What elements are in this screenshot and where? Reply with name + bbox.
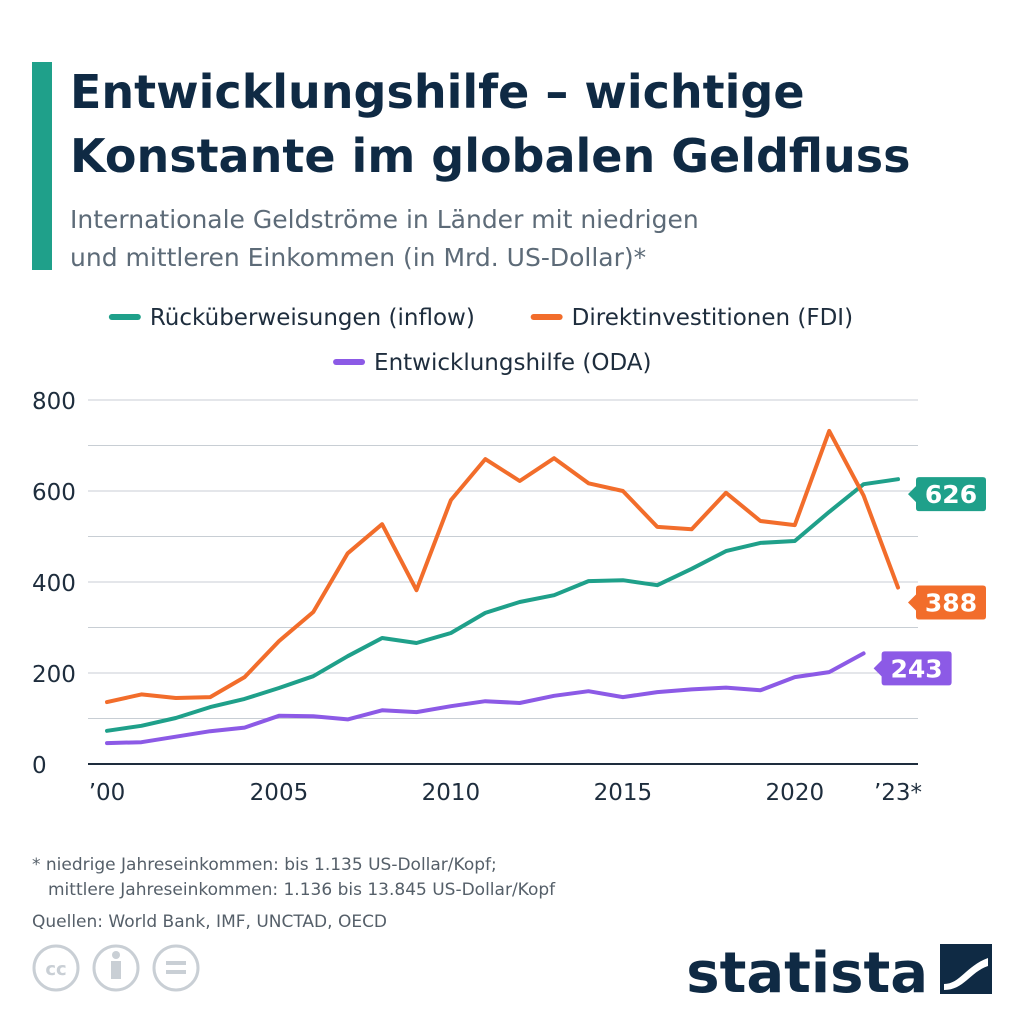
line-series [105,428,900,705]
brand-logo: statista [686,941,928,1006]
x-tick-label: 2015 [594,780,653,806]
by-icon [111,951,121,979]
subtitle: und mittleren Einkommen (in Mrd. US-Doll… [70,243,646,272]
y-tick-label: 0 [32,753,47,779]
data-label: 388 [925,588,977,617]
x-tick-label: 2010 [422,780,481,806]
footnote: mittlere Jahreseinkommen: 1.136 bis 13.8… [48,880,556,900]
line-series [105,477,900,733]
x-tick-label: 2005 [250,780,309,806]
source: Quellen: World Bank, IMF, UNCTAD, OECD [32,912,387,932]
legend-label: Entwicklungshilfe (ODA) [374,350,651,376]
x-tick-label: ’23* [874,780,922,806]
line-series [105,651,866,746]
y-tick-label: 200 [32,662,76,688]
chart-title: Entwicklungshilfe – wichtige [70,65,805,119]
accent-bar [32,62,52,270]
y-tick-label: 400 [32,571,76,597]
legend-label: Direktinvestitionen (FDI) [572,305,853,331]
end-label-box [873,651,952,686]
legend-label: Rücküberweisungen (inflow) [150,305,475,331]
nd-icon [166,961,186,974]
brand-icon-wave [944,958,988,990]
y-tick-label: 600 [32,480,76,506]
chart-title: Konstante im globalen Geldfluss [70,129,911,183]
end-label-box [908,477,986,512]
end-label-box [908,585,986,620]
y-tick-label: 800 [32,389,76,415]
license-icons [32,944,200,992]
x-tick-label: 2020 [766,780,825,806]
data-label: 626 [925,480,977,509]
footnote: * niedrige Jahreseinkommen: bis 1.135 US… [32,855,497,875]
x-tick-label: ’00 [89,780,126,806]
data-label: 243 [891,654,943,683]
subtitle: Internationale Geldströme in Länder mit … [70,205,699,234]
cc-icon: cc [45,959,66,980]
